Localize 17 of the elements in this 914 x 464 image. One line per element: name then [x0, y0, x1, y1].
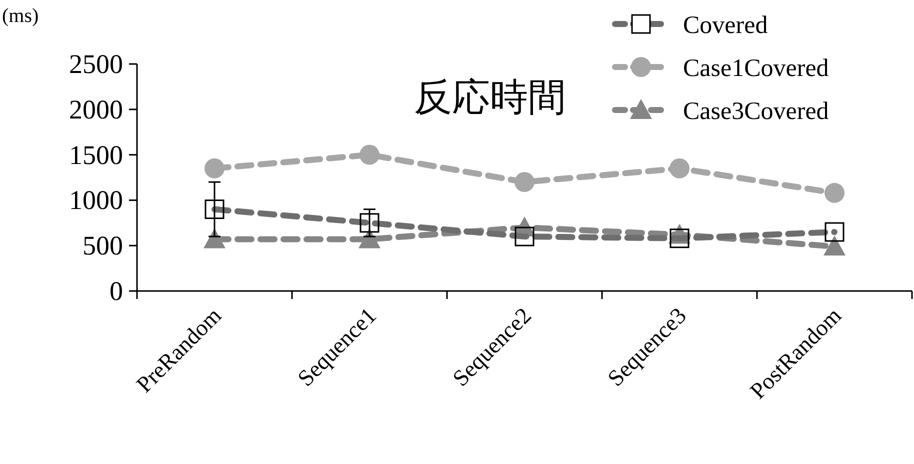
y-tick-label: 0 — [110, 276, 123, 306]
point — [360, 144, 380, 165]
y-tick-label: 1000 — [69, 185, 123, 216]
legend-label: Covered — [683, 12, 768, 39]
y-tick-label: 2500 — [69, 49, 123, 79]
legend-label: Case1Covered — [683, 55, 830, 82]
point — [824, 182, 844, 203]
legend-label: Case3Covered — [683, 98, 830, 125]
point — [670, 158, 690, 178]
chart-title: 反応時間 — [414, 77, 566, 119]
y-tick-label: 2000 — [69, 94, 123, 124]
point — [514, 172, 534, 192]
point — [824, 236, 846, 256]
y-tick-label: 500 — [82, 230, 123, 261]
y-axis-title: (ms) — [2, 5, 39, 27]
y-tick-label: 1500 — [69, 140, 123, 170]
point — [204, 158, 224, 178]
